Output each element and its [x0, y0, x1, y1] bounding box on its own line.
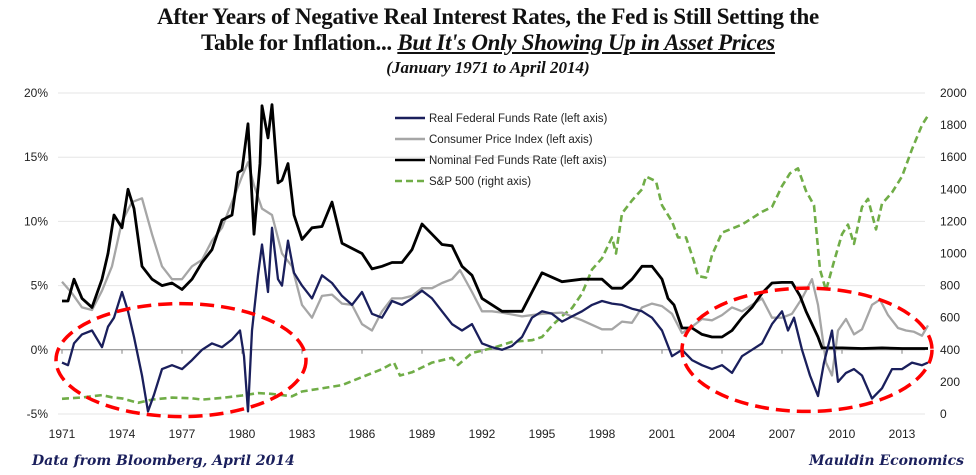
y-right-tick-label: 1800 [940, 118, 967, 132]
x-axis: 1971 1974 1977 1980 1983 1986 1989 1992 1995 1998… [49, 349, 925, 441]
x-tick-label: 2007 [769, 427, 796, 441]
y-right-tick-label: 1600 [940, 150, 967, 164]
x-tick-label: 2001 [649, 427, 676, 441]
x-tick-label: 2013 [889, 427, 916, 441]
x-tick-label: 1995 [529, 427, 556, 441]
chart-title-line2: Table for Inflation... But It's Only Sho… [0, 30, 976, 56]
x-tick-label: 2010 [829, 427, 856, 441]
chart-title-line2-plain: Table for Inflation... [201, 30, 398, 55]
y-left-tick-label: 10% [24, 214, 48, 228]
x-tick-label: 1980 [229, 427, 256, 441]
x-tick-label: 1971 [49, 427, 76, 441]
series-lines [61, 103, 930, 413]
series-line-consumer-price-index-left-axis [61, 161, 929, 377]
y-left-tick-label: -5% [27, 407, 49, 421]
chart-title-line2-emphasis: But It's Only Showing Up in Asset Prices [397, 30, 775, 55]
x-tick-label: 1992 [469, 427, 496, 441]
y-right-tick-label: 200 [940, 375, 960, 389]
legend: Real Federal Funds Rate (left axis) Consu… [395, 113, 607, 188]
y-right-tick-label: 600 [940, 311, 960, 325]
chart-subtitle: (January 1971 to April 2014) [386, 58, 590, 77]
legend-item: Consumer Price Index (left axis) [395, 134, 593, 146]
legend-label: Real Federal Funds Rate (left axis) [429, 113, 607, 125]
y-right-tick-label: 800 [940, 279, 960, 293]
legend-label: S&P 500 (right axis) [429, 176, 531, 188]
x-tick-label: 1989 [409, 427, 436, 441]
legend-label: Consumer Price Index (left axis) [429, 134, 593, 146]
y-right-tick-label: 2000 [940, 86, 967, 100]
series-line-s-p-500-right-axis [61, 114, 930, 405]
y-right-tick-label: 1400 [940, 182, 967, 196]
y-right-tick-label: 400 [940, 343, 960, 357]
footer-source: Data from Bloomberg, April 2014 [32, 453, 295, 469]
x-tick-label: 1983 [289, 427, 316, 441]
y-left-tick-label: 0% [31, 343, 49, 357]
annotations [54, 286, 934, 419]
x-tick-label: 1986 [349, 427, 376, 441]
series-line-nominal-fed-funds-rate-left-axis [62, 103, 928, 350]
y-left-tick-label: 15% [24, 150, 48, 164]
y-left-tick-label: 20% [24, 86, 48, 100]
annotation-ellipse [680, 286, 934, 414]
y-left-tick-label: 5% [31, 279, 49, 293]
series-line-real-federal-funds-rate-left-axis [61, 226, 929, 413]
x-tick-label: 2004 [709, 427, 736, 441]
y-right-tick-label: 0 [940, 407, 947, 421]
x-tick-label: 1998 [589, 427, 616, 441]
y-right-tick-label: 1200 [940, 214, 967, 228]
footer-brand: Mauldin Economics [809, 453, 964, 469]
y-right-tick-label: 1000 [940, 247, 967, 261]
annotation-ellipse [54, 301, 308, 419]
x-tick-label: 1974 [109, 427, 136, 441]
y-axis-left: 20% 15% 10% 5% 0% -5% [24, 86, 48, 421]
x-tick-label: 1977 [169, 427, 196, 441]
legend-label: Nominal Fed Funds Rate (left axis) [429, 155, 607, 167]
gridlines [58, 92, 925, 415]
legend-item: S&P 500 (right axis) [395, 176, 531, 188]
chart-title-line1: After Years of Negative Real Interest Ra… [157, 4, 819, 29]
legend-item: Nominal Fed Funds Rate (left axis) [395, 155, 607, 167]
legend-item: Real Federal Funds Rate (left axis) [395, 113, 607, 125]
